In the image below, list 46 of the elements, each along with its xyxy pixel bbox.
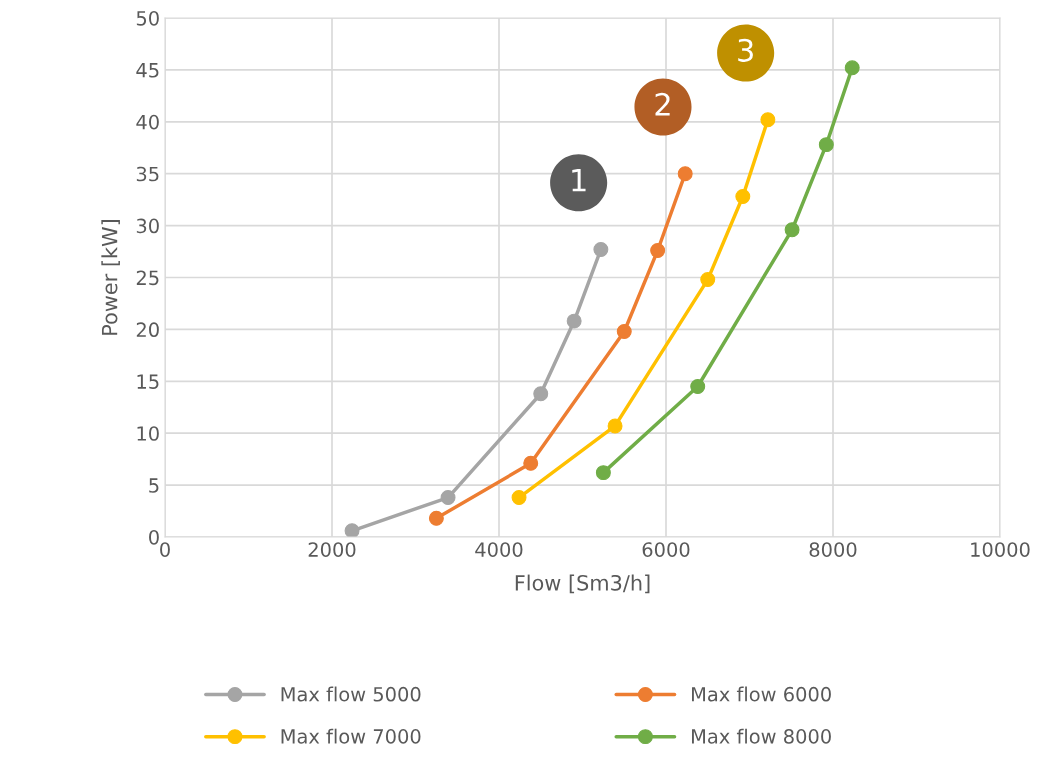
- x-tick-label: 4000: [475, 542, 523, 557]
- y-tick-label: 15: [137, 374, 159, 389]
- point: [566, 313, 582, 329]
- point: [690, 379, 706, 394]
- point: [677, 166, 693, 182]
- y-tick-label: 45: [136, 63, 159, 78]
- point: [511, 490, 527, 506]
- y-tick-label: 0: [149, 529, 159, 545]
- point: [760, 112, 776, 128]
- point: [607, 418, 623, 434]
- y-tick-label: 50: [136, 10, 159, 26]
- x-tick-label: 6000: [642, 542, 690, 557]
- point: [735, 189, 751, 204]
- y-tick-label: 5: [149, 478, 159, 493]
- point: [616, 324, 632, 339]
- y-tick-label: 40: [136, 114, 159, 130]
- y-tick-label: 25: [136, 270, 159, 286]
- x-tick-label: 2000: [308, 542, 356, 557]
- annotation: 1: [572, 168, 586, 192]
- point: [593, 242, 609, 257]
- legend-label: Max flow 7000: [281, 728, 421, 744]
- y-tick-label: 10: [137, 426, 159, 441]
- legend-label: Max flow 6000: [692, 686, 831, 702]
- point: [344, 523, 360, 537]
- point: [818, 137, 834, 153]
- y-tick-label: 35: [136, 166, 159, 182]
- y-tick-label: 30: [136, 218, 159, 234]
- legend-label: Max flow 5000: [281, 686, 421, 702]
- point: [523, 455, 539, 471]
- annotation: 3: [738, 38, 753, 62]
- x-tick-label: 10000: [971, 542, 1030, 557]
- x-tick-label: 8000: [809, 542, 857, 557]
- point: [428, 510, 444, 526]
- x-axis-title: Flow [Sm3/h]: [515, 574, 650, 594]
- legend-label: Max flow 8000: [692, 728, 831, 744]
- annotation: 2: [655, 92, 670, 116]
- point: [784, 222, 800, 238]
- point: [533, 386, 549, 402]
- y-axis-title: Power [kW]: [101, 220, 120, 335]
- point: [650, 243, 666, 258]
- point: [440, 490, 456, 506]
- point: [595, 465, 611, 481]
- x-tick-label: 0: [160, 542, 170, 557]
- y-tick-label: 20: [136, 322, 159, 338]
- point: [844, 60, 860, 76]
- point: [700, 272, 716, 288]
